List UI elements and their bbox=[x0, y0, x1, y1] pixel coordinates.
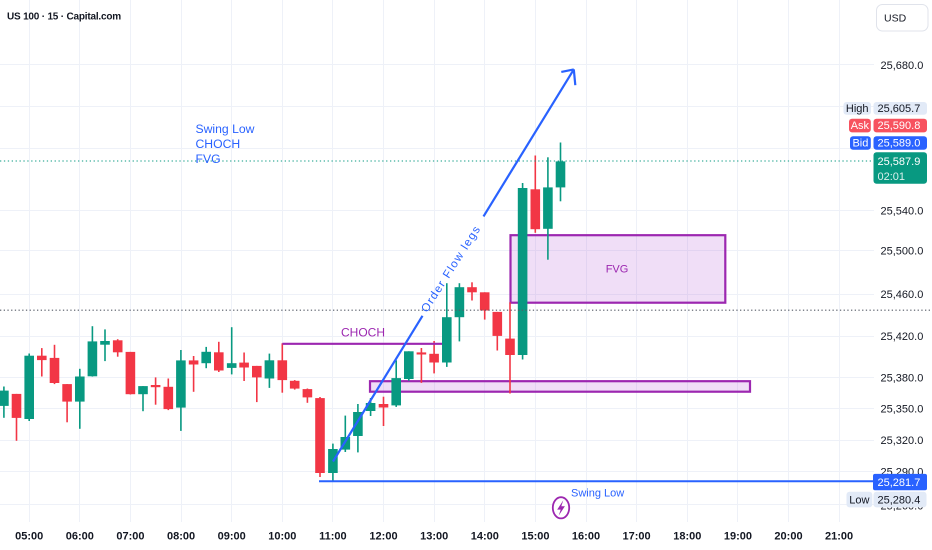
svg-text:25,540.0: 25,540.0 bbox=[881, 206, 924, 218]
svg-text:High: High bbox=[846, 103, 869, 115]
svg-text:05:00: 05:00 bbox=[15, 530, 43, 542]
svg-text:25,460.0: 25,460.0 bbox=[881, 289, 924, 301]
svg-text:14:00: 14:00 bbox=[471, 530, 499, 542]
svg-text:US 100 · 15 · Capital.com: US 100 · 15 · Capital.com bbox=[7, 12, 121, 23]
svg-text:Bid: Bid bbox=[852, 138, 868, 150]
svg-text:25,420.0: 25,420.0 bbox=[881, 331, 924, 343]
svg-text:25,281.7: 25,281.7 bbox=[878, 477, 921, 489]
svg-text:Ask: Ask bbox=[851, 120, 870, 132]
svg-text:FVG: FVG bbox=[196, 152, 221, 166]
svg-text:06:00: 06:00 bbox=[66, 530, 94, 542]
svg-text:02:01: 02:01 bbox=[878, 171, 906, 183]
svg-text:25,589.0: 25,589.0 bbox=[878, 138, 921, 150]
svg-text:25,590.8: 25,590.8 bbox=[878, 120, 921, 132]
svg-text:CHOCH: CHOCH bbox=[196, 137, 241, 151]
svg-text:USD: USD bbox=[884, 13, 907, 25]
svg-text:25,280.4: 25,280.4 bbox=[878, 495, 921, 507]
svg-text:25,587.9: 25,587.9 bbox=[878, 156, 921, 168]
svg-text:25,680.0: 25,680.0 bbox=[881, 60, 924, 72]
svg-text:Swing Low: Swing Low bbox=[196, 122, 255, 136]
svg-text:25,605.7: 25,605.7 bbox=[878, 103, 921, 115]
svg-text:13:00: 13:00 bbox=[420, 530, 448, 542]
svg-text:25,350.0: 25,350.0 bbox=[881, 404, 924, 416]
svg-text:25,380.0: 25,380.0 bbox=[881, 373, 924, 385]
svg-text:20:00: 20:00 bbox=[774, 530, 802, 542]
svg-text:09:00: 09:00 bbox=[218, 530, 246, 542]
svg-text:19:00: 19:00 bbox=[724, 530, 752, 542]
svg-text:07:00: 07:00 bbox=[116, 530, 144, 542]
svg-text:25,320.0: 25,320.0 bbox=[881, 435, 924, 447]
svg-text:10:00: 10:00 bbox=[268, 530, 296, 542]
svg-text:11:00: 11:00 bbox=[319, 530, 347, 542]
svg-text:12:00: 12:00 bbox=[369, 530, 397, 542]
svg-text:16:00: 16:00 bbox=[572, 530, 600, 542]
svg-text:21:00: 21:00 bbox=[825, 530, 853, 542]
svg-text:Low: Low bbox=[849, 495, 869, 507]
svg-text:08:00: 08:00 bbox=[167, 530, 195, 542]
svg-text:18:00: 18:00 bbox=[673, 530, 701, 542]
svg-text:FVG: FVG bbox=[606, 264, 629, 276]
svg-text:Swing Low: Swing Low bbox=[571, 488, 624, 500]
svg-text:17:00: 17:00 bbox=[623, 530, 651, 542]
svg-text:CHOCH: CHOCH bbox=[341, 326, 385, 340]
svg-text:25,500.0: 25,500.0 bbox=[881, 246, 924, 258]
svg-text:15:00: 15:00 bbox=[521, 530, 549, 542]
